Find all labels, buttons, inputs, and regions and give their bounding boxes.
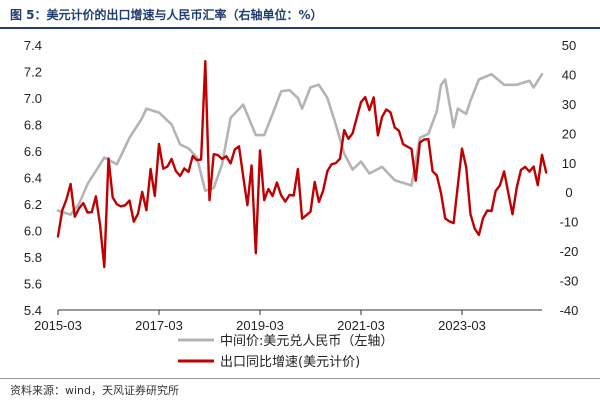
left-y-tick-label: 6.6 bbox=[24, 144, 42, 159]
right-y-tick-label: -10 bbox=[560, 215, 579, 230]
left-y-tick-label: 5.8 bbox=[24, 250, 42, 265]
x-tick-label: 2015-03 bbox=[34, 318, 82, 333]
x-tick-label: 2019-03 bbox=[236, 318, 284, 333]
figure-title: 图 5：美元计价的出口增速与人民币汇率（右轴单位：%） bbox=[10, 8, 323, 22]
legend: 中间价:美元兑人民币（左轴） 出口同比增速(美元计价) bbox=[178, 334, 393, 370]
legend-label-export: 出口同比增速(美元计价) bbox=[220, 355, 360, 370]
series-line-export-growth bbox=[56, 60, 548, 269]
right-y-tick-label: 40 bbox=[562, 67, 576, 82]
left-y-ticks: 5.4 5.6 5.8 6.0 6.2 6.4 6.6 6.8 7.0 7.2 7.4 bbox=[24, 38, 42, 318]
right-y-tick-label: 30 bbox=[562, 97, 576, 112]
left-y-tick-label: 7.2 bbox=[24, 65, 42, 80]
legend-label-rate: 中间价:美元兑人民币（左轴） bbox=[220, 334, 393, 349]
left-y-tick-label: 7.4 bbox=[24, 38, 42, 53]
series-line-usd-cny-rate bbox=[56, 72, 544, 216]
x-tick-label: 2021-03 bbox=[337, 318, 385, 333]
right-y-tick-label: 0 bbox=[565, 185, 572, 200]
x-tick-label: 2023-03 bbox=[438, 318, 486, 333]
left-y-tick-label: 5.4 bbox=[24, 303, 42, 318]
right-y-tick-label: -30 bbox=[560, 274, 579, 289]
left-y-tick-label: 6.8 bbox=[24, 118, 42, 133]
right-y-tick-label: -40 bbox=[560, 303, 579, 318]
source-note: 资料来源：wind，天风证券研究所 bbox=[10, 384, 180, 397]
left-y-tick-label: 5.6 bbox=[24, 277, 42, 292]
left-y-tick-label: 6.4 bbox=[24, 171, 42, 186]
left-y-tick-label: 6.2 bbox=[24, 197, 42, 212]
right-y-tick-label: -20 bbox=[560, 244, 579, 259]
right-y-tick-label: 20 bbox=[562, 126, 576, 141]
left-y-tick-label: 7.0 bbox=[24, 91, 42, 106]
left-y-tick-label: 6.0 bbox=[24, 224, 42, 239]
x-axis-ticks: 2015-03 2017-03 2019-03 2021-03 2023-03 bbox=[34, 310, 486, 333]
right-y-ticks: -40 -30 -20 -10 0 10 20 30 40 50 bbox=[560, 38, 579, 318]
source-rule bbox=[0, 378, 600, 379]
right-y-tick-label: 50 bbox=[562, 38, 576, 53]
x-tick-label: 2017-03 bbox=[135, 318, 183, 333]
title-rule bbox=[0, 27, 600, 29]
series-layer bbox=[56, 60, 548, 269]
right-y-tick-label: 10 bbox=[562, 156, 576, 171]
